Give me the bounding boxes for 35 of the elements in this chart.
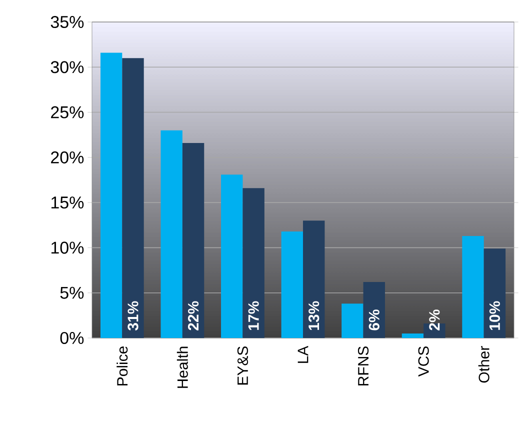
x-tick-label: LA [298,346,308,363]
bar [342,304,364,338]
x-tick-label: Other [478,346,490,383]
y-tick-label: 35% [50,16,84,28]
x-tick-label: VCS [418,346,429,377]
bar [462,236,484,338]
bar [303,220,325,338]
y-tick-label: 25% [51,106,84,118]
bar [122,58,144,338]
data-label: 10% [489,301,500,330]
data-label: 22% [188,301,199,330]
y-tick-label: 0% [60,332,84,344]
bar [281,231,303,338]
bar [242,188,264,338]
bar [484,248,506,338]
y-tick-label: 15% [51,196,84,209]
bar [100,52,122,338]
bar [160,130,182,338]
x-tick-label: EY&S [237,346,248,385]
data-label: 31% [128,301,138,330]
data-label: 13% [308,301,320,330]
x-tick-label: Police [116,346,128,386]
y-tick-label: 5% [60,286,84,299]
data-label: 2% [429,310,440,330]
x-tick-label: RFNS [358,346,369,386]
bar [221,174,243,338]
data-label: 6% [368,310,380,330]
y-tick-label: 20% [51,151,84,164]
x-tick-label: Health [176,346,188,388]
y-tick-label: 30% [50,61,84,74]
data-label: 17% [248,301,259,330]
y-tick-label: 10% [51,242,84,254]
bar [402,333,424,338]
bar [182,142,204,338]
bar [363,282,385,338]
